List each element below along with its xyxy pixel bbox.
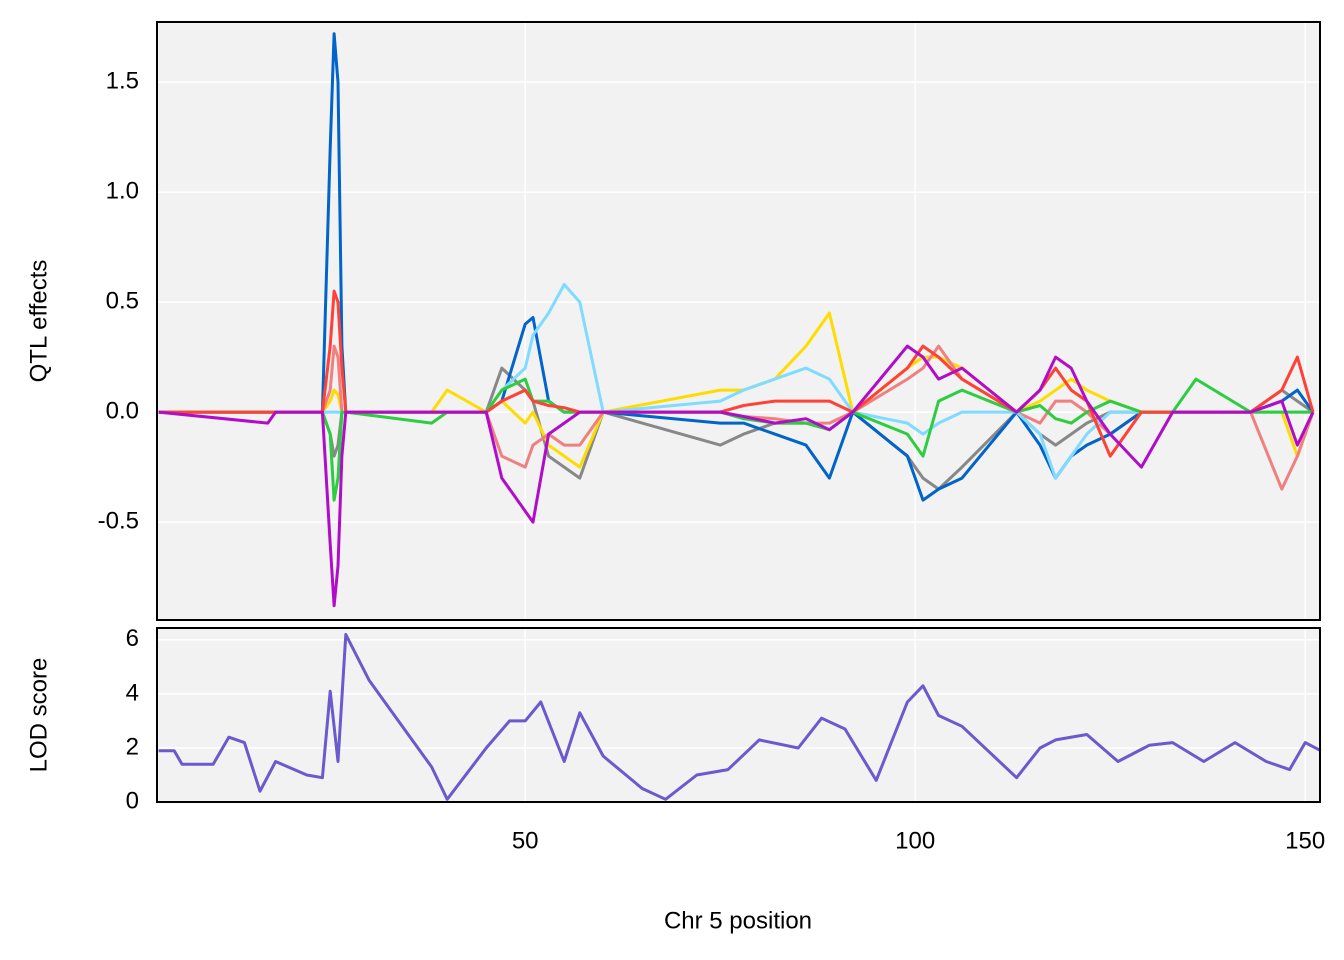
plot-frame xyxy=(156,627,1321,803)
y-tick-label: 1.0 xyxy=(106,177,139,204)
y-tick-label: 1.5 xyxy=(106,67,139,94)
y-tick-label: 0 xyxy=(126,787,139,814)
plot-background xyxy=(157,628,1320,802)
x-axis-label: Chr 5 position xyxy=(664,907,812,934)
y-tick-label: 2 xyxy=(126,733,139,760)
y-tick-label: 0.0 xyxy=(106,397,139,424)
y-tick-label: 0.5 xyxy=(106,287,139,314)
y-tick-label: -0.5 xyxy=(98,507,139,534)
series-line xyxy=(158,344,1315,608)
plot-background xyxy=(157,22,1320,620)
y-axis-label: LOD score xyxy=(25,658,52,773)
plot-frame xyxy=(156,21,1321,621)
series-line xyxy=(158,32,1315,502)
y-tick-label: 4 xyxy=(126,679,139,706)
x-tick-label: 150 xyxy=(1285,827,1325,854)
y-axis-label: QTL effects xyxy=(25,260,52,383)
x-tick-label: 50 xyxy=(512,827,539,854)
y-tick-label: 6 xyxy=(126,625,139,652)
series-line xyxy=(158,633,1322,801)
series-line xyxy=(158,289,1315,458)
x-tick-label: 100 xyxy=(895,827,935,854)
